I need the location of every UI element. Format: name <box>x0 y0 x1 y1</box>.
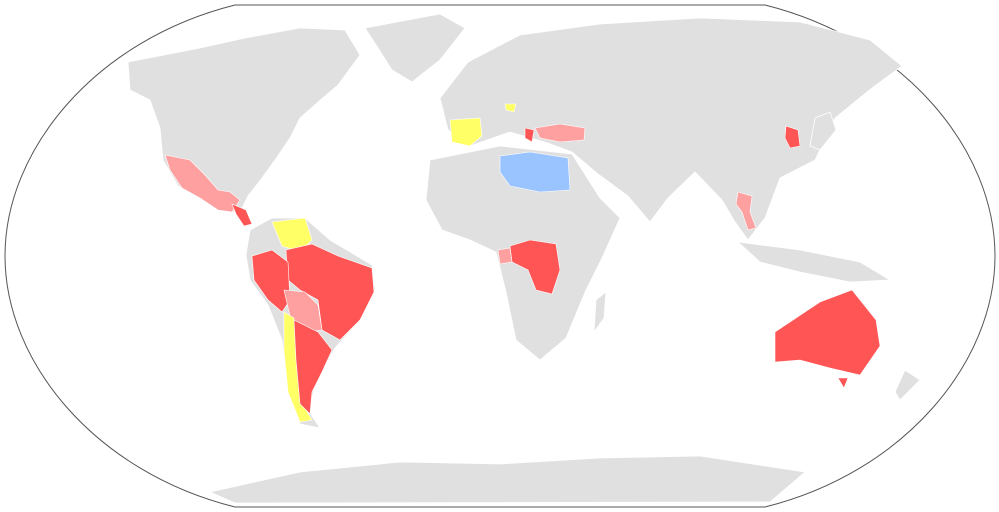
greece <box>524 127 535 143</box>
antarctica <box>208 455 806 504</box>
greenland <box>364 13 466 83</box>
italy-region <box>504 103 517 113</box>
turkey <box>534 123 586 143</box>
new-zealand <box>894 369 921 401</box>
argentina <box>293 319 333 415</box>
dr-congo <box>509 239 561 295</box>
peru <box>251 249 291 313</box>
korea <box>784 125 801 149</box>
spain <box>449 117 483 147</box>
madagascar <box>593 291 607 334</box>
australia <box>774 289 881 376</box>
indonesia <box>736 241 892 283</box>
eurasia <box>439 17 903 241</box>
thailand <box>735 191 757 231</box>
libya-egypt <box>499 151 571 193</box>
tasmania <box>837 377 849 389</box>
brazil <box>285 243 375 341</box>
central-america <box>231 203 253 227</box>
japan <box>809 111 837 151</box>
congo <box>497 247 513 265</box>
